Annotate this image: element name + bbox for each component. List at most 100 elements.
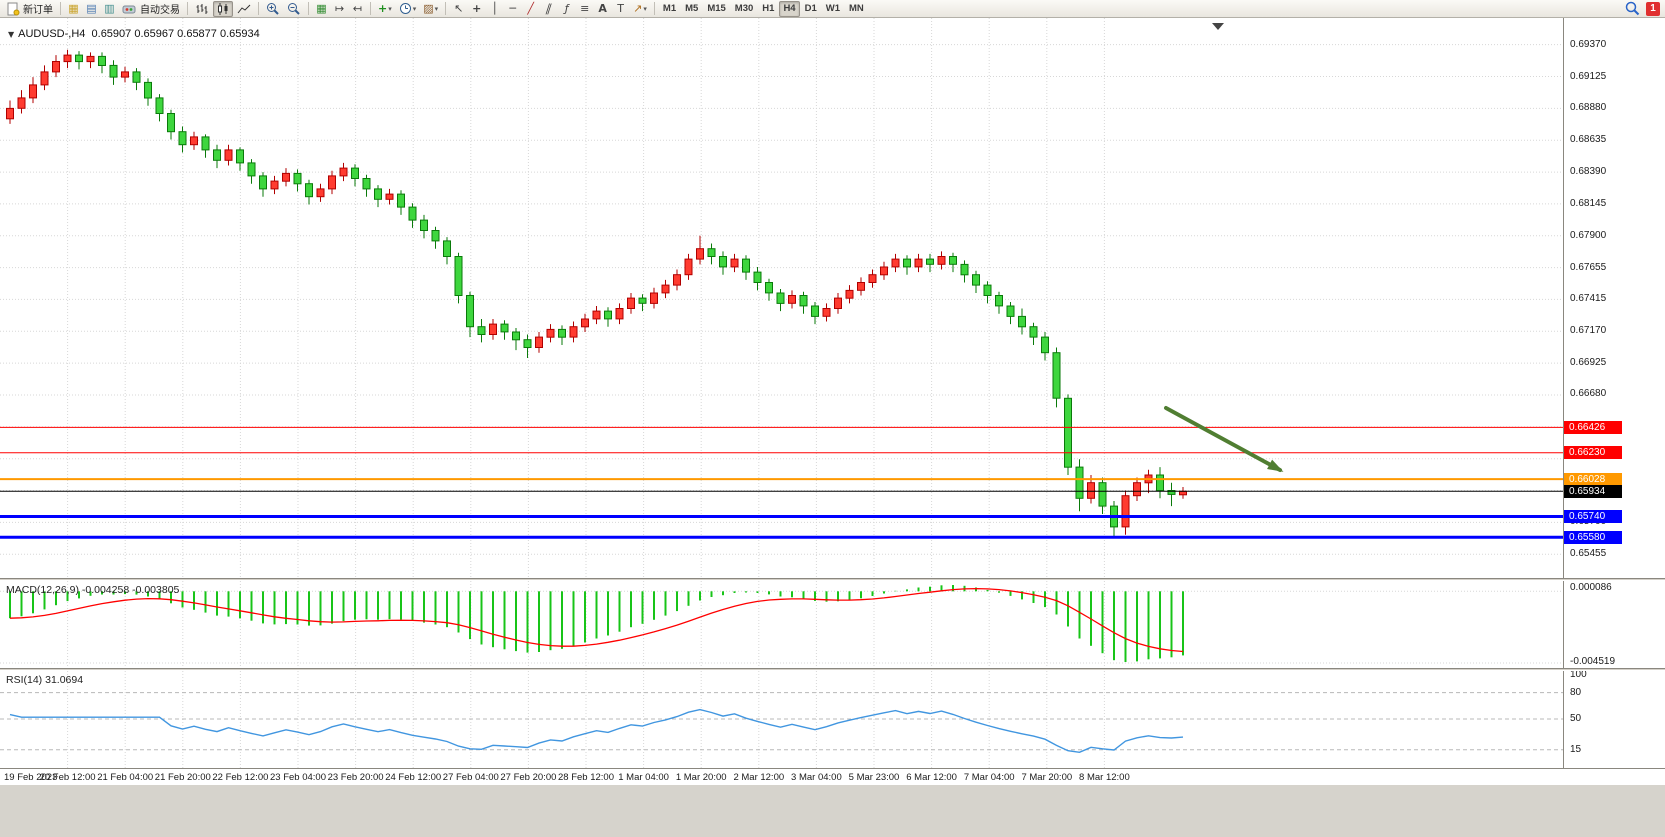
timeframe-M30[interactable]: M30 [734,3,754,14]
time-axis-label: 22 Feb 12:00 [212,772,269,783]
cursor-tool-button[interactable]: ↖ [450,1,467,17]
separator [445,2,447,15]
indicators-button[interactable]: + ▾ [375,1,395,17]
data-window-icon: ▥ [104,2,115,15]
timeframe-M1[interactable]: M1 [662,3,677,14]
fibonacci-tool-button[interactable]: ƒ [558,1,575,17]
notification-badge[interactable]: 1 [1646,1,1660,16]
candlestick-chart-button[interactable] [213,0,233,17]
main-grid [0,18,1563,578]
tile-windows-button[interactable]: ▦ [313,1,330,17]
chart-shift-button[interactable]: ↤ [349,1,366,17]
text-label-icon: T [617,2,625,15]
text-label-tool-button[interactable]: T [612,1,629,17]
macd-label: MACD(12,26,9) -0.004258 -0.003805 [6,584,179,596]
auto-trading-icon [122,5,136,13]
zoom-in-icon [267,2,279,15]
line-chart-button[interactable] [234,1,254,17]
chevron-down-icon: ▾ [412,4,417,13]
time-axis-label: 21 Feb 20:00 [154,772,211,783]
levels-tool-button[interactable]: ≡ [576,1,593,17]
horizontal-line-tool-button[interactable]: ─ [504,1,521,17]
price-axis-label: 0.68145 [1570,197,1607,209]
periods-button[interactable]: ▾ [396,1,420,17]
price-badge[interactable]: 0.65740 [1564,510,1622,524]
separator [308,2,309,15]
channel-tool-button[interactable]: ∥ [540,1,557,17]
profiles-icon: ▦ [68,2,79,15]
rsi-axis-label: 80 [1570,686,1582,698]
trend-arrow[interactable] [1164,406,1284,472]
horizontal-line-icon: ─ [509,2,516,15]
time-axis-label: 27 Feb 20:00 [500,772,557,783]
symbol-dropdown-icon[interactable]: ▼ [8,30,15,39]
timeframe-MN[interactable]: MN [849,3,864,14]
trendline-tool-button[interactable]: ╱ [522,1,539,17]
channel-icon: ∥ [543,2,554,15]
bar-chart-button[interactable] [192,1,212,17]
price-axis-label: 0.69370 [1570,38,1607,50]
templates-button[interactable]: ▨ ▾ [420,1,441,17]
price-badge[interactable]: 0.66230 [1564,446,1622,460]
timeframe-D1[interactable]: D1 [804,3,817,14]
main-chart-svg [0,18,1563,578]
text-icon: A [598,2,607,15]
panel-separator[interactable] [0,578,1665,581]
zoom-out-button[interactable] [284,1,304,17]
rsi-line [9,708,1184,754]
profiles-button[interactable]: ▦ [65,1,82,17]
candlestick-chart-icon [218,2,228,15]
time-axis-label: 24 Feb 12:00 [385,772,442,783]
rsi-name: RSI(14) [6,674,43,686]
chevron-down-icon: ▾ [434,4,439,13]
timeframe-H4[interactable]: H4 [779,0,800,17]
horizontal-lines[interactable] [0,426,1563,539]
window-background [0,785,1665,837]
new-order-button[interactable]: 新订单 [3,1,56,17]
data-window-button[interactable]: ▥ [101,1,118,17]
price-badge[interactable]: 0.66426 [1564,420,1622,434]
auto-scroll-button[interactable]: ↦ [331,1,348,17]
market-watch-button[interactable]: ▤ [83,1,100,17]
cursor-icon: ↖ [454,2,464,15]
time-axis-label: 21 Feb 04:00 [97,772,154,783]
price-axis-label: 0.67415 [1570,292,1607,304]
arrows-tool-button[interactable]: ↗ ▾ [630,1,650,17]
timeframe-M15[interactable]: M15 [707,3,726,14]
price-axis-label: 0.69125 [1570,70,1607,82]
market-watch-icon: ▤ [86,2,97,15]
chart-shift-marker[interactable] [1212,23,1224,30]
search-icon[interactable] [1625,1,1640,16]
toolbar-right: 1 [1625,1,1660,16]
fibonacci-icon: ƒ [564,2,569,15]
time-axis-label: 28 Feb 12:00 [558,772,614,783]
panel-separator[interactable] [0,668,1665,671]
timeframe-W1[interactable]: W1 [825,3,840,14]
auto-trading-button[interactable]: 自动交易 [119,1,183,17]
timeframe-H1[interactable]: H1 [762,3,775,14]
vertical-line-tool-button[interactable]: │ [486,1,503,17]
macd-grid [0,581,1563,668]
macd-axis-min: -0.004519 [1570,656,1616,667]
crosshair-icon: + [472,2,482,15]
price-badge[interactable]: 0.65580 [1564,530,1622,544]
time-axis-label: 7 Mar 20:00 [1021,772,1073,783]
separator [187,2,188,15]
text-tool-button[interactable]: A [594,1,611,17]
price-axis-label: 0.66925 [1570,356,1607,368]
price-badge[interactable]: 0.66028 [1564,472,1622,486]
chart-window[interactable]: 0.69370 0.69125 0.68880 0.68635 0.68390 0.681… [0,18,1665,785]
tile-windows-icon: ▦ [316,2,327,15]
macd-signal-line [9,587,1184,653]
price-badge[interactable]: 0.65934 [1564,484,1622,498]
price-axis-label: 0.67900 [1570,229,1607,241]
macd-name: MACD(12,26,9) [6,584,79,596]
zoom-out-icon [288,2,300,15]
templates-icon: ▨ [423,2,434,15]
zoom-in-button[interactable] [263,1,283,17]
timeframe-M5[interactable]: M5 [685,3,699,14]
new-order-label: 新订单 [23,5,53,16]
chevron-down-icon: ▾ [388,4,392,13]
crosshair-tool-button[interactable]: + [468,1,485,17]
symbol-name: AUDUSD-,H4 [18,28,86,40]
